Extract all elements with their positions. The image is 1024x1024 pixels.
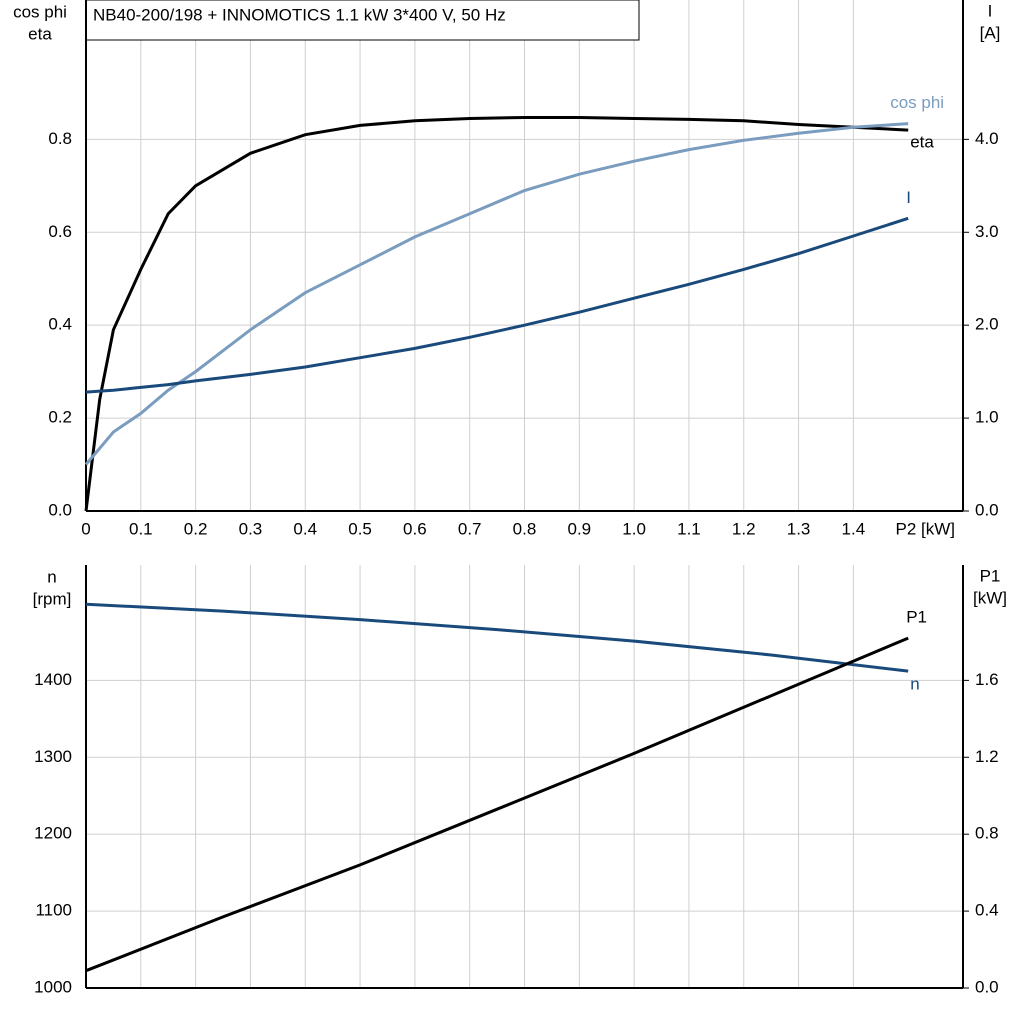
x-tick-label: 0.3 <box>239 519 263 538</box>
y-axis-label: eta <box>28 24 52 43</box>
x-tick-label: 0.4 <box>293 519 317 538</box>
y-tick-label: 1000 <box>34 977 72 996</box>
x-tick-label: 1.2 <box>732 519 756 538</box>
chart-title: NB40-200/198 + INNOMOTICS 1.1 kW 3*400 V… <box>93 5 506 24</box>
x-tick-label: 0.7 <box>458 519 482 538</box>
x-tick-label: 0.9 <box>567 519 591 538</box>
y2-tick-label: 3.0 <box>975 222 999 241</box>
x-tick-label: 0 <box>81 519 90 538</box>
series-line <box>85 216 909 394</box>
y-tick-label: 0.4 <box>48 315 72 334</box>
y-tick-label: 0.2 <box>48 408 72 427</box>
y-axis-label: cos phi <box>13 2 67 21</box>
series-label: P1 <box>906 608 927 627</box>
x-tick-label: 1.1 <box>677 519 701 538</box>
series-label: cos phi <box>890 93 944 112</box>
y2-tick-label: 1.0 <box>975 408 999 427</box>
y-tick-label: 1400 <box>34 670 72 689</box>
y-tick-label: 0.0 <box>48 500 72 519</box>
series-line <box>85 636 909 973</box>
y-tick-label: 1200 <box>34 824 72 843</box>
y2-axis-label: [A] <box>980 23 1001 42</box>
y2-axis-label: P1 <box>980 566 1001 585</box>
x-tick-label: 0.2 <box>184 519 208 538</box>
y-axis-label: [rpm] <box>33 589 72 608</box>
y-tick-label: 1100 <box>35 901 72 920</box>
series-label: eta <box>910 133 934 152</box>
title-box <box>85 0 640 41</box>
y2-axis-label: [kW] <box>973 588 1007 607</box>
x-tick-label: 1.0 <box>622 519 646 538</box>
series-line <box>84 116 909 512</box>
x-tick-label: 0.5 <box>348 519 372 538</box>
y-axis-label: n <box>47 567 56 586</box>
y2-tick-label: 4.0 <box>975 129 999 148</box>
y2-axis-label: I <box>988 1 993 20</box>
series-line <box>84 122 909 466</box>
y-tick-label: 0.8 <box>48 129 72 148</box>
series-label: I <box>906 188 911 207</box>
x-tick-label: 0.6 <box>403 519 427 538</box>
y2-tick-label: 1.2 <box>975 747 999 766</box>
y2-tick-label: 0.0 <box>975 500 999 519</box>
x-tick-label: 1.4 <box>842 519 866 538</box>
x-tick-label: 0.1 <box>129 519 153 538</box>
y2-tick-label: 1.6 <box>975 670 999 689</box>
series-label: n <box>910 675 919 694</box>
y-tick-label: 1300 <box>34 747 72 766</box>
series-line <box>85 602 909 673</box>
y2-tick-label: 0.0 <box>975 977 999 996</box>
x-tick-label: 0.8 <box>513 519 537 538</box>
x-tick-label: 1.3 <box>787 519 811 538</box>
y-tick-label: 0.6 <box>48 222 72 241</box>
y2-tick-label: 2.0 <box>975 315 999 334</box>
y2-tick-label: 0.8 <box>975 824 999 843</box>
x-axis-label: P2 [kW] <box>895 519 955 538</box>
y2-tick-label: 0.4 <box>975 901 999 920</box>
